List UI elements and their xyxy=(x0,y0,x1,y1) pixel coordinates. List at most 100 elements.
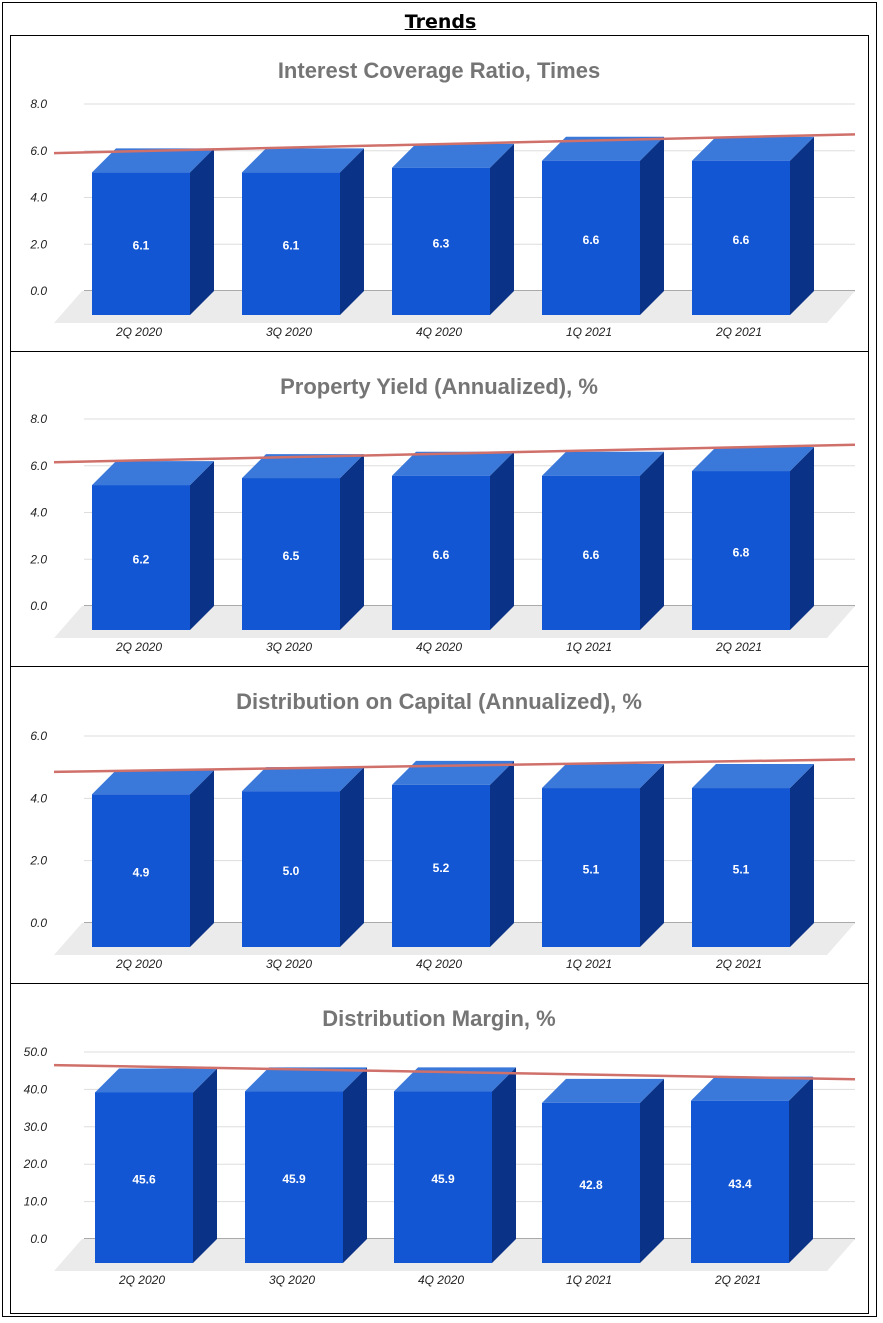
x-tick-label: 3Q 2020 xyxy=(269,1273,315,1287)
x-tick-label: 1Q 2021 xyxy=(566,640,612,654)
chart-panel-1: Interest Coverage Ratio, Times 0.0 2.0 4.0 6… xyxy=(10,35,869,352)
y-tick-label: 20.0 xyxy=(23,1157,48,1171)
bar xyxy=(95,1092,193,1263)
bar-side xyxy=(490,451,514,630)
x-tick-label: 2Q 2020 xyxy=(115,640,162,654)
bar-top xyxy=(242,767,364,792)
bar xyxy=(242,791,340,947)
bar-top xyxy=(542,1078,664,1103)
bar-top xyxy=(542,136,664,161)
x-tick-label: 2Q 2021 xyxy=(715,640,762,654)
chart-svg-2: Property Yield (Annualized), % 0.0 2.0 4.0 6… xyxy=(29,374,856,654)
chart-panel-2: Property Yield (Annualized), % 0.0 2.0 4.0 6… xyxy=(10,351,869,667)
x-tick-label: 4Q 2020 xyxy=(416,325,462,339)
bar xyxy=(692,160,790,315)
y-tick-label: 40.0 xyxy=(24,1082,48,1096)
bar-top xyxy=(692,447,814,472)
bar-top xyxy=(542,451,664,476)
bar-top xyxy=(242,454,364,479)
chart-svg-4: Distribution Margin, % 0.0 10.0 20.0 30.0 40.… xyxy=(23,1006,856,1287)
bar-side xyxy=(490,760,514,947)
bar-top xyxy=(392,143,514,168)
bar xyxy=(245,1091,343,1263)
bar-side xyxy=(790,136,814,315)
x-tick-label: 2Q 2020 xyxy=(115,957,162,971)
y-tick-label: 6.0 xyxy=(30,729,47,743)
y-tick-label: 8.0 xyxy=(30,97,47,111)
y-tick-label: 0.0 xyxy=(30,916,47,930)
bar-side xyxy=(193,1068,217,1263)
bar xyxy=(542,1102,640,1263)
data-label: 6.6 xyxy=(733,233,750,247)
trendline xyxy=(53,1063,856,1081)
y-tick-label: 0.0 xyxy=(30,1232,47,1246)
y-tick-label: 50.0 xyxy=(24,1045,48,1059)
bar xyxy=(542,475,640,630)
bar xyxy=(392,167,490,315)
y-tick-label: 4.0 xyxy=(30,791,47,805)
y-tick-label: 0.0 xyxy=(30,599,47,613)
bar-side xyxy=(790,764,814,947)
data-label: 6.1 xyxy=(133,239,150,253)
x-tick-label: 4Q 2020 xyxy=(418,1273,464,1287)
bar-top xyxy=(242,148,364,173)
chart-title: Interest Coverage Ratio, Times xyxy=(278,58,600,83)
bar-top xyxy=(392,451,514,476)
chart-title: Distribution Margin, % xyxy=(322,1006,555,1031)
x-tick-label: 4Q 2020 xyxy=(416,640,462,654)
data-label: 45.6 xyxy=(132,1173,156,1187)
bar-top xyxy=(95,1068,217,1093)
bar-side xyxy=(790,447,814,630)
data-label: 6.1 xyxy=(283,239,300,253)
x-tick-label: 1Q 2021 xyxy=(566,1273,612,1287)
x-tick-label: 1Q 2021 xyxy=(566,957,612,971)
bar xyxy=(692,471,790,630)
bar-side xyxy=(190,148,214,315)
bar-side xyxy=(492,1067,516,1263)
data-label: 45.9 xyxy=(282,1172,306,1186)
y-tick-label: 2.0 xyxy=(29,552,47,566)
data-label: 6.6 xyxy=(583,233,600,247)
trendline xyxy=(53,758,856,774)
data-label: 6.6 xyxy=(433,548,450,562)
x-tick-label: 4Q 2020 xyxy=(416,957,462,971)
bar-top xyxy=(692,136,814,161)
bar-top xyxy=(245,1067,367,1092)
x-tick-label: 2Q 2021 xyxy=(715,957,762,971)
chart-panel-4: Distribution Margin, % 0.0 10.0 20.0 30.0 40.… xyxy=(10,983,869,1314)
data-label: 5.1 xyxy=(583,863,600,877)
chart-svg-3: Distribution on Capital (Annualized), % 0… xyxy=(29,689,856,971)
bar xyxy=(92,172,190,315)
bar xyxy=(691,1100,789,1263)
x-tick-label: 2Q 2020 xyxy=(115,325,162,339)
data-label: 42.8 xyxy=(579,1178,603,1192)
x-tick-label: 2Q 2020 xyxy=(118,1273,165,1287)
data-label: 5.1 xyxy=(733,863,750,877)
bar-top xyxy=(92,770,214,795)
bar-side xyxy=(640,764,664,947)
y-tick-label: 2.0 xyxy=(29,854,47,868)
bar-side xyxy=(340,454,364,630)
bar xyxy=(242,478,340,630)
bar xyxy=(92,794,190,947)
x-tick-label: 3Q 2020 xyxy=(266,957,312,971)
data-label: 43.4 xyxy=(728,1177,752,1191)
bar-side xyxy=(789,1076,813,1263)
bar xyxy=(392,475,490,630)
bar-side xyxy=(343,1067,367,1263)
bar-side xyxy=(340,148,364,315)
bar xyxy=(542,788,640,947)
bar-top xyxy=(92,461,214,486)
x-tick-label: 1Q 2021 xyxy=(566,325,612,339)
bar-side xyxy=(640,1078,664,1263)
bar-top xyxy=(692,764,814,789)
bar-side xyxy=(190,770,214,947)
bar-top xyxy=(691,1076,813,1101)
bar-top xyxy=(542,764,664,789)
trendline xyxy=(53,443,856,464)
y-tick-label: 8.0 xyxy=(30,412,47,426)
data-label: 6.2 xyxy=(133,553,150,567)
y-tick-label: 4.0 xyxy=(30,506,47,520)
y-tick-label: 10.0 xyxy=(24,1195,48,1209)
